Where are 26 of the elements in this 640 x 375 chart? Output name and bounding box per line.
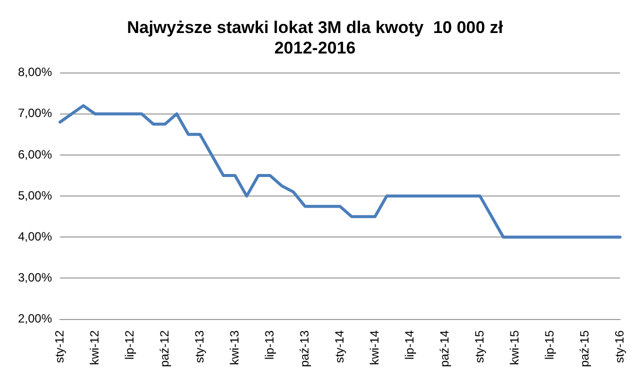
x-tick-label: kwi-15 (507, 330, 522, 365)
x-tick-label: lip-13 (262, 330, 276, 360)
chart-subtitle: 2012-2016 (274, 38, 356, 58)
y-tick-label: 4,00% (18, 229, 52, 244)
x-tick-label: lip-14 (402, 330, 416, 360)
chart-title: Najwyższe stawki lokat 3M dla kwoty 10 000 zł (126, 18, 504, 37)
y-tick-label: 3,00% (18, 270, 52, 285)
y-tick-label: 2,00% (18, 312, 52, 326)
x-tick-label: kwi-14 (367, 330, 382, 365)
y-tick-label: 6,00% (18, 147, 52, 162)
x-tick-label: lip-15 (542, 330, 556, 360)
x-tick-label: kwi-13 (227, 330, 242, 365)
y-tick-label: 8,00% (18, 65, 52, 80)
x-tick-label: sty-13 (192, 330, 206, 363)
x-tick-label: paź-13 (297, 330, 312, 368)
x-tick-label: paź-15 (577, 330, 592, 368)
x-tick-label: paź-14 (437, 330, 452, 368)
x-tick-label: sty-14 (332, 330, 346, 363)
y-tick-label: 5,00% (18, 188, 52, 202)
x-tick-label: paź-12 (157, 330, 172, 368)
y-tick-label: 7,00% (18, 106, 52, 120)
x-tick-label: lip-12 (122, 330, 136, 360)
x-tick-label: kwi-12 (87, 330, 102, 365)
x-tick-label: sty-15 (472, 330, 486, 363)
x-tick-label: sty-12 (52, 330, 66, 363)
x-tick-label: sty-16 (612, 330, 626, 363)
